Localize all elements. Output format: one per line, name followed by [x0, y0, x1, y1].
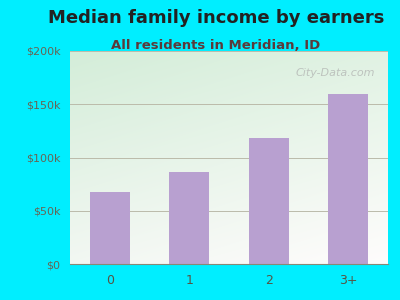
Bar — [169, 172, 209, 264]
Text: City-Data.com: City-Data.com — [296, 68, 375, 78]
Bar — [90, 192, 130, 264]
Text: Median family income by earners: Median family income by earners — [48, 9, 384, 27]
Bar — [249, 138, 289, 264]
Bar — [328, 94, 368, 264]
Text: All residents in Meridian, ID: All residents in Meridian, ID — [111, 39, 321, 52]
